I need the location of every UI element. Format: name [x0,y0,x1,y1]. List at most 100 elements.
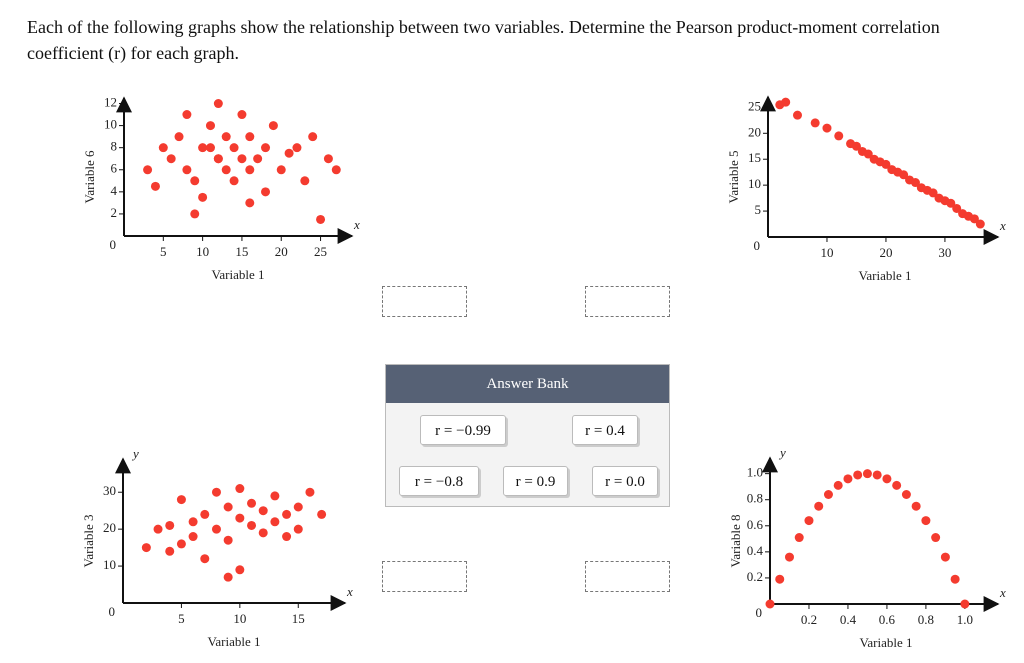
x-tick-label: 0.2 [801,612,817,627]
point [261,143,271,153]
point [270,517,280,527]
point [810,118,820,128]
x-axis-symbol: x [346,584,353,599]
x-tick-label: 20 [275,244,288,259]
point [872,470,882,480]
point [284,148,294,158]
point [247,498,257,508]
x-tick-label: 5 [160,244,167,259]
point [282,509,292,519]
x-tick-label: 15 [292,611,305,626]
y-tick-label: 0.4 [747,543,764,558]
y-axis-label: Variable 5 [726,150,741,203]
point [190,209,200,219]
point [237,110,247,120]
x-axis-label: Variable 1 [859,635,912,650]
y-tick-label: 25 [748,98,761,113]
point [794,533,804,543]
point [153,524,163,534]
point [223,535,233,545]
answer-option[interactable]: r = 0.4 [572,415,638,445]
point [141,543,151,553]
point [316,214,326,224]
x-tick-label: 10 [196,244,209,259]
point [247,520,257,530]
x-tick-label: 20 [879,245,892,260]
point [205,121,215,131]
point [174,132,184,142]
y-tick-label: 10 [103,557,116,572]
drop-zone[interactable] [382,286,467,317]
point [282,532,292,542]
x-axis-label: Variable 1 [211,267,264,282]
point [882,474,892,484]
point [969,214,979,224]
point [221,132,231,142]
point [188,532,198,542]
point [253,154,263,164]
y-tick-label: 12 [104,95,117,110]
y-tick-label: 30 [103,483,116,498]
y-axis-symbol: y [778,445,786,460]
drop-zone[interactable] [382,561,467,592]
point [176,495,186,505]
point [293,502,303,512]
point [775,574,785,584]
point [975,219,985,229]
point [190,176,200,186]
answer-bank-title: Answer Bank [386,365,669,403]
x-axis-symbol: x [999,585,1006,600]
y-tick-label: 6 [111,161,118,176]
point [862,469,872,479]
point [223,572,233,582]
point [950,574,960,584]
point [881,159,891,169]
point [223,502,233,512]
point [245,198,255,208]
y-tick-label: 10 [748,176,761,191]
point [833,480,843,490]
x-tick-label: 0.6 [879,612,896,627]
point [276,165,286,175]
origin-label: 0 [109,604,116,619]
drop-zone[interactable] [585,286,670,317]
point [784,552,794,562]
point [822,123,832,133]
answer-option[interactable]: r = −0.8 [399,466,479,496]
point [940,552,950,562]
x-axis-label: Variable 1 [858,268,911,283]
drop-zone[interactable] [585,561,670,592]
y-tick-label: 8 [111,139,118,154]
point [765,599,775,609]
x-tick-label: 0.8 [918,612,934,627]
y-tick-label: 4 [111,183,118,198]
answer-option[interactable]: r = 0.0 [592,466,658,496]
point [960,599,970,609]
point [221,165,231,175]
point [235,565,245,575]
point [910,178,920,188]
answer-option[interactable]: r = 0.9 [503,466,568,496]
x-tick-label: 30 [938,245,951,260]
point [188,517,198,527]
origin-label: 0 [110,237,117,252]
y-tick-label: 0.2 [747,569,763,584]
question: Each of the following graphs show the re… [27,17,940,63]
answer-option[interactable]: r = −0.99 [420,415,506,445]
y-tick-label: 5 [755,202,762,217]
point [211,487,221,497]
point [229,176,239,186]
point [200,554,210,564]
point [792,110,802,120]
point [205,143,215,153]
point [814,501,824,511]
point [166,154,176,164]
point [200,509,210,519]
x-axis-label: Variable 1 [207,634,260,649]
point [317,509,327,519]
point [229,143,239,153]
point [781,97,791,107]
point [804,516,814,526]
point [331,165,341,175]
y-axis-label: Variable 8 [728,514,743,567]
